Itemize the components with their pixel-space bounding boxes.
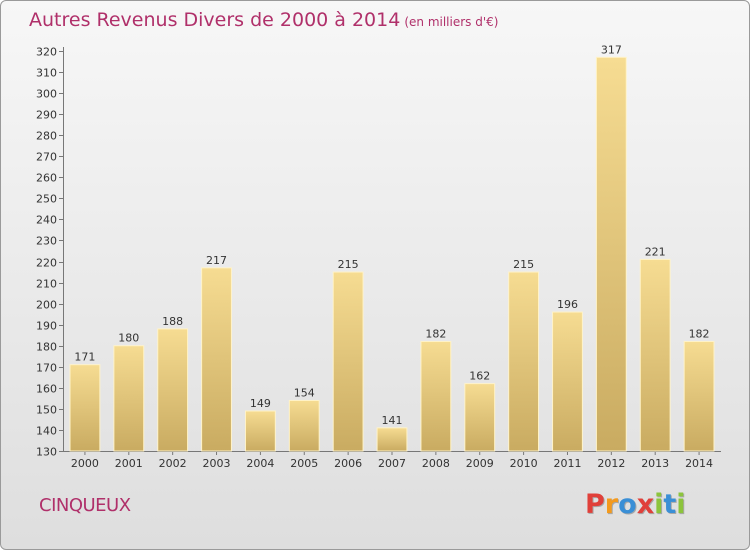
logo-letter: r — [604, 489, 619, 520]
y-tick-label: 150 — [36, 404, 57, 417]
bar — [113, 345, 145, 452]
bar — [464, 383, 496, 452]
logo-letter: o — [618, 489, 637, 520]
y-tick-label: 200 — [36, 299, 57, 312]
bar — [332, 271, 364, 452]
x-tick-label: 2011 — [553, 457, 581, 470]
proxiti-logo: Proxiti — [585, 489, 686, 520]
y-tick-label: 230 — [36, 235, 57, 248]
bar — [376, 427, 408, 452]
x-tick-label: 2004 — [246, 457, 274, 470]
x-tick-label: 2002 — [159, 457, 187, 470]
bar — [157, 328, 189, 452]
bar-value-label: 171 — [74, 351, 95, 364]
bar-value-label: 196 — [557, 298, 578, 311]
y-tick-label: 310 — [36, 67, 57, 80]
logo-letter: t — [663, 489, 677, 520]
logo-letter: i — [654, 489, 664, 520]
chart-title: Autres Revenus Divers de 2000 à 2014 (en … — [29, 9, 498, 31]
y-tick-label: 290 — [36, 109, 57, 122]
x-tick-label: 2009 — [466, 457, 494, 470]
y-tick-label: 160 — [36, 383, 57, 396]
bar-chart: 130 140 150 160 170 180 190 200 210 220 230 240 250 2… — [36, 43, 721, 470]
bar — [288, 399, 320, 452]
bar — [639, 258, 671, 452]
bar-value-label: 162 — [469, 370, 490, 383]
x-tick-label: 2007 — [378, 457, 406, 470]
bar — [508, 271, 540, 452]
bar-value-label: 215 — [513, 258, 534, 271]
bar — [420, 341, 452, 452]
bar — [69, 364, 101, 452]
x-tick-label: 2008 — [422, 457, 450, 470]
bar-value-label: 149 — [250, 397, 271, 410]
y-tick-label: 130 — [36, 446, 57, 459]
x-tick-label: 2003 — [203, 457, 231, 470]
x-tick-label: 2014 — [685, 457, 713, 470]
bar-value-label: 217 — [206, 254, 227, 267]
y-tick-label: 270 — [36, 151, 57, 164]
y-tick-label: 250 — [36, 193, 57, 206]
y-tick-label: 170 — [36, 362, 57, 375]
bar-value-label: 154 — [294, 386, 315, 399]
y-tick-label: 180 — [36, 341, 57, 354]
bar — [552, 311, 583, 452]
bar — [201, 267, 232, 452]
y-tick-label: 210 — [36, 278, 57, 291]
y-tick-label: 280 — [36, 130, 57, 143]
bar-value-label: 182 — [689, 328, 710, 341]
bar — [595, 56, 627, 452]
bar-value-label: 180 — [118, 332, 139, 345]
logo-letter: P — [585, 489, 605, 520]
logo-letter: i — [676, 489, 686, 520]
x-tick-label: 2010 — [510, 457, 538, 470]
bar-value-label: 317 — [601, 43, 622, 56]
chart-unit-note: (en milliers d'€) — [404, 15, 499, 29]
x-tick-label: 2006 — [334, 457, 362, 470]
x-tick-label: 2012 — [597, 457, 625, 470]
bar-value-label: 182 — [425, 328, 446, 341]
chart-title-text: Autres Revenus Divers de 2000 à 2014 — [29, 9, 401, 31]
x-tick-label: 2013 — [641, 457, 669, 470]
bar — [683, 341, 715, 452]
x-tick-label: 2001 — [115, 457, 143, 470]
y-tick-label: 220 — [36, 257, 57, 270]
bar — [244, 410, 276, 452]
bar-value-label: 215 — [338, 258, 359, 271]
y-tick-label: 320 — [36, 46, 57, 59]
bar-value-label: 141 — [382, 414, 403, 427]
y-tick-label: 240 — [36, 214, 57, 227]
y-tick-label: 190 — [36, 320, 57, 333]
logo-letter: x — [636, 489, 655, 520]
y-tick-label: 260 — [36, 172, 57, 185]
bar-value-label: 221 — [645, 245, 666, 258]
location-name: CINQUEUX — [39, 495, 131, 516]
x-tick-label: 2005 — [290, 457, 318, 470]
bar-value-label: 188 — [162, 315, 183, 328]
plot-area: 130 140 150 160 170 180 190 200 210 220 230 240 250 2… — [36, 41, 721, 470]
x-tick-label: 2000 — [71, 457, 99, 470]
y-tick-label: 300 — [36, 88, 57, 101]
y-tick-label: 140 — [36, 425, 57, 438]
